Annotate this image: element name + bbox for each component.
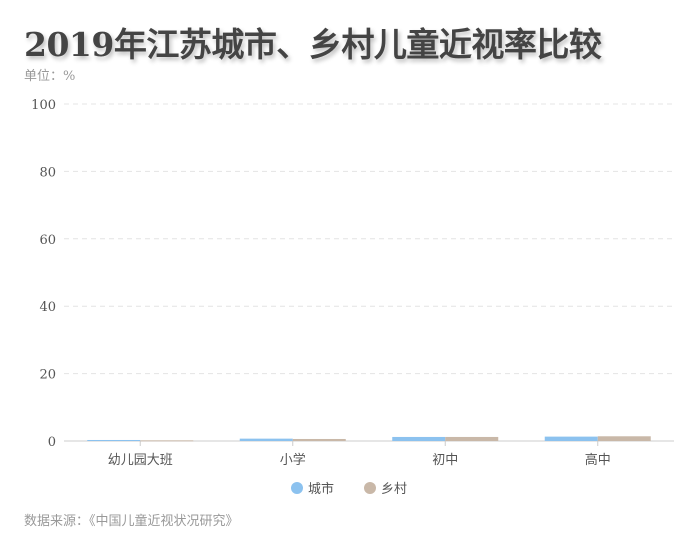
y-tick-label: 20	[39, 368, 56, 383]
legend-label: 乡村	[381, 482, 407, 497]
bar-rural	[140, 440, 194, 442]
y-tick-label: 40	[39, 300, 56, 315]
bar-rural	[445, 436, 499, 441]
bar-rural	[597, 436, 651, 441]
bar-city	[239, 438, 293, 441]
y-tick-label: 80	[39, 165, 56, 180]
bar-rural	[292, 438, 346, 441]
source-note: 数据来源：《中国儿童近视状况研究》	[24, 514, 239, 529]
y-tick-label: 100	[31, 98, 56, 113]
chart-title: 2019年江苏城市、乡村儿童近视率比较	[24, 25, 602, 64]
x-tick-label: 小学	[280, 452, 306, 468]
legend-marker	[291, 482, 303, 494]
legend-marker	[364, 482, 376, 494]
legend-label: 城市	[308, 481, 334, 497]
y-tick-label: 0	[48, 435, 56, 450]
unit-label: 单位：%	[24, 69, 76, 84]
y-tick-label: 60	[39, 233, 56, 248]
bar-city	[392, 436, 446, 441]
bar-city	[87, 439, 141, 441]
x-tick-label: 幼儿园大班	[108, 453, 173, 468]
x-tick-label: 高中	[585, 452, 611, 468]
x-tick-label: 初中	[432, 453, 458, 468]
bar-city	[544, 436, 598, 441]
